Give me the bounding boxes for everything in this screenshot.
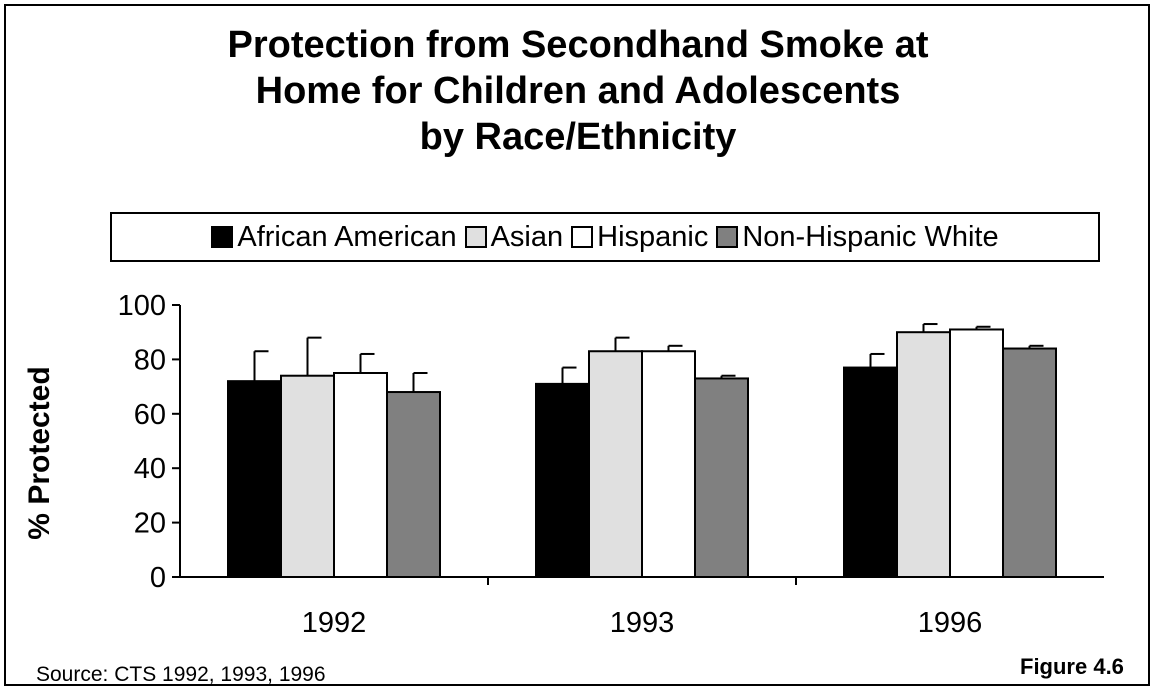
bar-hispanic-1992 [333, 372, 388, 578]
legend-label-african-american: African American [237, 220, 457, 253]
source-note: Source: CTS 1992, 1993, 1996 [36, 663, 326, 686]
legend-swatch-hispanic [571, 226, 594, 248]
bar-asian-1992 [280, 374, 335, 578]
legend-item-non-hispanic-white: Non-Hispanic White [716, 220, 999, 254]
bar-hispanic-1993 [641, 350, 696, 578]
legend-label-non-hispanic-white: Non-Hispanic White [742, 220, 999, 253]
y-tick-label: 20 [134, 508, 166, 540]
legend-label-hispanic: Hispanic [597, 220, 709, 253]
chart-title: Protection from Secondhand Smoke at Home… [0, 22, 1156, 160]
x-tick-label: 1993 [610, 607, 675, 639]
bar-non-hispanic-white-1993 [694, 377, 749, 578]
legend-swatch-african-american [211, 226, 234, 248]
bar-hispanic-1996 [949, 328, 1004, 579]
bar-asian-1993 [588, 350, 643, 578]
x-tick-label: 1996 [918, 607, 983, 639]
legend-swatch-asian [464, 226, 487, 248]
legend-swatch-non-hispanic-white [716, 226, 739, 248]
bar-african-american-1992 [227, 380, 282, 578]
title-line-1: Protection from Secondhand Smoke at [227, 24, 929, 66]
legend-item-hispanic: Hispanic [571, 221, 708, 254]
bar-african-american-1993 [535, 382, 590, 578]
bar-non-hispanic-white-1996 [1002, 347, 1057, 578]
bar-non-hispanic-white-1992 [386, 391, 441, 579]
y-tick-label: 80 [134, 344, 166, 376]
y-tick-label: 40 [134, 453, 166, 485]
legend-item-asian: Asian [464, 220, 564, 254]
y-tick-label: 0 [150, 562, 166, 594]
x-tick-label: 1992 [302, 607, 367, 639]
title-line-2: Home for Children and Adolescents [255, 70, 901, 112]
figure-label: Figure 4.6 [1020, 654, 1124, 679]
bar-african-american-1996 [843, 366, 898, 578]
title-line-3: by Race/Ethnicity [419, 116, 737, 158]
chart-legend: African American Asian Hispanic Non-Hisp… [110, 212, 1100, 262]
y-axis-label: % Protected [23, 366, 56, 540]
y-tick-label: 100 [118, 290, 166, 322]
bar-asian-1996 [896, 331, 951, 579]
y-tick-label: 60 [134, 399, 166, 431]
legend-label-asian: Asian [490, 220, 564, 253]
legend-item-african-american: African American [211, 220, 457, 254]
